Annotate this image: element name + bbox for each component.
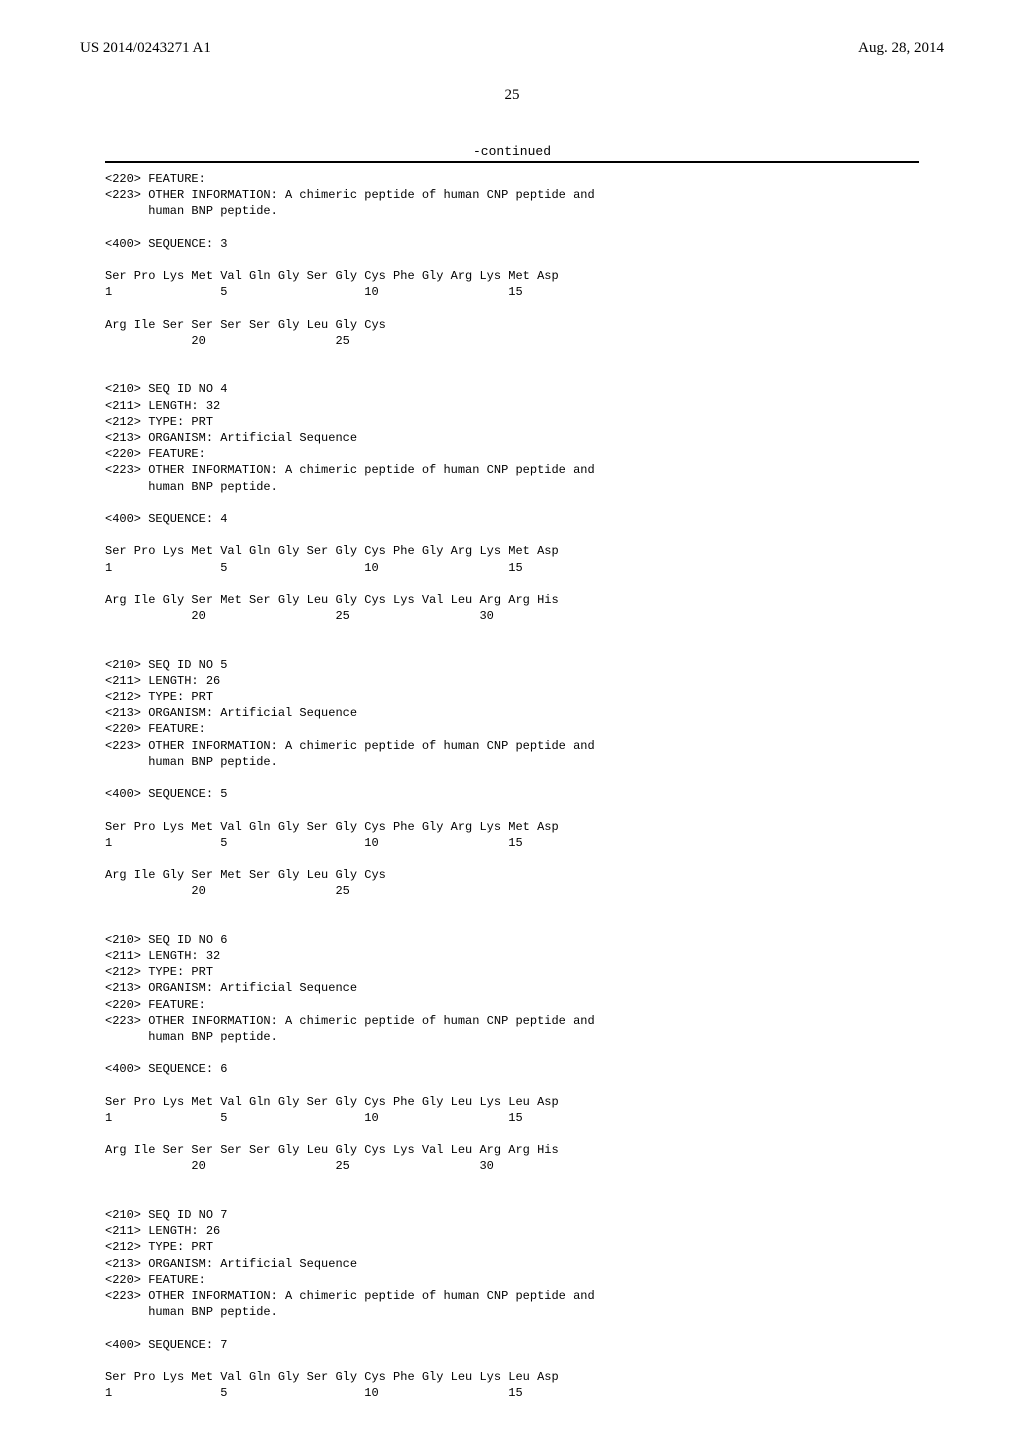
- page-header: US 2014/0243271 A1 Aug. 28, 2014: [80, 40, 944, 57]
- page-container: US 2014/0243271 A1 Aug. 28, 2014 25 -con…: [0, 0, 1024, 1441]
- publication-date: Aug. 28, 2014: [858, 40, 944, 57]
- continued-label: -continued: [80, 144, 944, 159]
- sequence-listing: <220> FEATURE: <223> OTHER INFORMATION: …: [105, 161, 919, 1401]
- page-number: 25: [80, 87, 944, 104]
- publication-number: US 2014/0243271 A1: [80, 40, 211, 57]
